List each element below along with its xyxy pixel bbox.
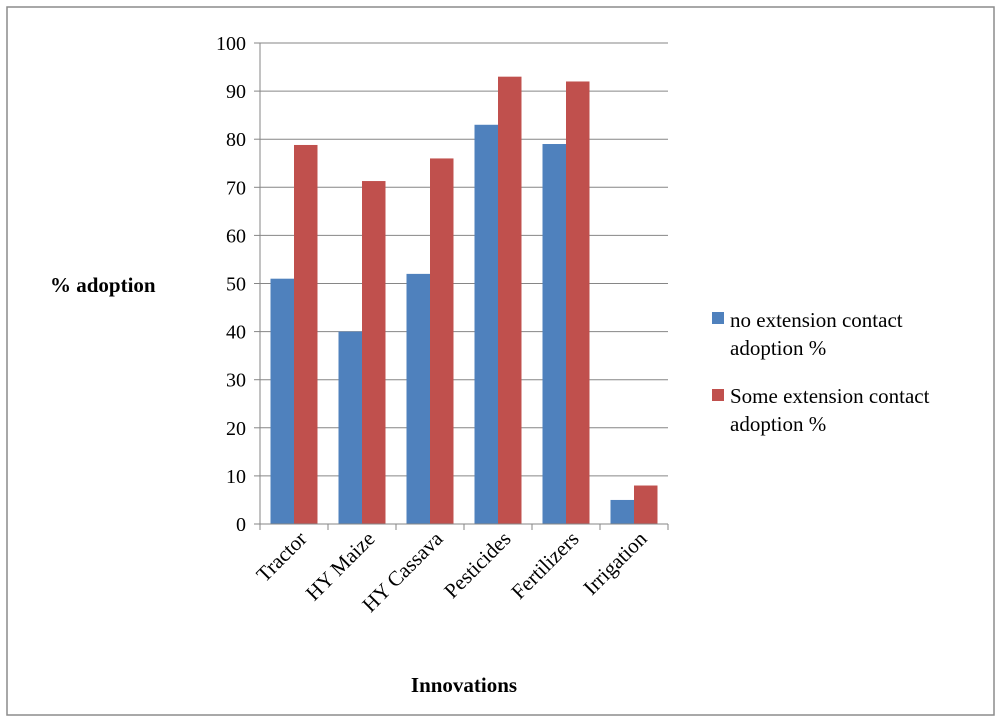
legend-label: adoption %: [730, 336, 826, 360]
bar-some-extension: [294, 144, 318, 525]
bar-no-extension: [406, 273, 430, 524]
bar-no-extension: [542, 144, 566, 524]
bar-some-extension: [634, 485, 658, 524]
legend-label: no extension contact: [730, 308, 903, 332]
axes: [254, 42, 669, 530]
y-tick-label: 60: [226, 225, 246, 247]
y-axis-title: % adoption: [50, 273, 156, 297]
y-tick-label: 80: [226, 129, 246, 151]
bars: [270, 76, 658, 525]
y-tick-label: 50: [226, 274, 246, 296]
y-tick-label: 40: [226, 322, 246, 344]
y-tick-label: 20: [226, 418, 246, 440]
x-axis-title: Innovations: [411, 673, 517, 697]
y-tick-label: 90: [226, 81, 246, 103]
y-tick-label: 30: [226, 370, 246, 392]
bar-no-extension: [610, 499, 634, 524]
legend-swatch: [712, 312, 724, 324]
legend-label: adoption %: [730, 412, 826, 436]
legend-label: Some extension contact: [730, 384, 930, 408]
bar-no-extension: [338, 331, 362, 524]
y-tick-label: 100: [216, 33, 246, 55]
bar-some-extension: [430, 158, 454, 524]
legend: no extension contact adoption % Some exten…: [712, 308, 930, 436]
bar-some-extension: [498, 76, 522, 525]
y-tick-label: 0: [236, 514, 246, 536]
y-tick-label: 10: [226, 466, 246, 488]
bar-some-extension: [362, 181, 386, 524]
bar-some-extension: [566, 81, 590, 524]
bar-no-extension: [474, 124, 498, 525]
y-tick-label: 70: [226, 177, 246, 199]
gridlines: [260, 42, 668, 477]
bar-no-extension: [270, 278, 294, 524]
legend-swatch: [712, 389, 724, 401]
